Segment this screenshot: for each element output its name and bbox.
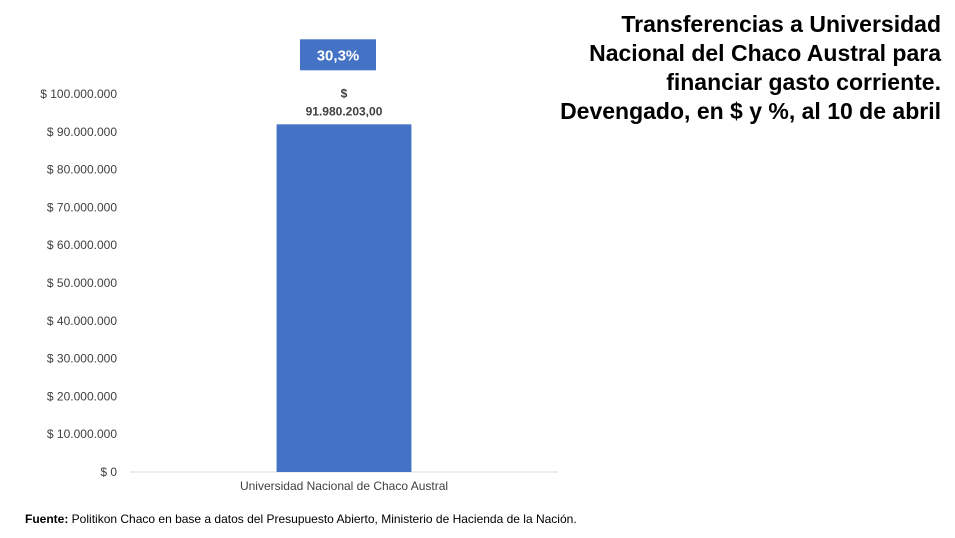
y-tick-label: $ 50.000.000: [47, 276, 117, 290]
y-tick-label: $ 80.000.000: [47, 163, 117, 177]
data-label-currency: $: [341, 86, 348, 100]
source-note: Fuente: Politikon Chaco en base a datos …: [25, 512, 577, 526]
title-line-2: Nacional del Chaco Austral para: [589, 40, 941, 66]
percent-badge: [300, 39, 376, 71]
bar: [276, 124, 412, 473]
y-tick-label: $ 70.000.000: [47, 200, 117, 214]
source-label: Fuente:: [25, 512, 69, 526]
y-tick-label: $ 40.000.000: [47, 314, 117, 328]
y-tick-label: $ 90.000.000: [47, 125, 117, 139]
y-tick-label: $ 30.000.000: [47, 352, 117, 366]
y-tick-label: $ 20.000.000: [47, 389, 117, 403]
y-tick-label: $ 60.000.000: [47, 238, 117, 252]
percent-badge-label: 30,3%: [317, 47, 360, 64]
y-tick-label: $ 0: [100, 465, 117, 479]
title-line-3: financiar gasto corriente.: [666, 69, 941, 95]
y-tick-label: $ 100.000.000: [40, 87, 117, 101]
x-category-label: Universidad Nacional de Chaco Austral: [240, 479, 448, 493]
y-tick-label: $ 10.000.000: [47, 427, 117, 441]
title-line-1: Transferencias a Universidad: [621, 11, 941, 37]
data-label-value: 91.980.203,00: [306, 104, 383, 118]
title-line-4: Devengado, en $ y %, al 10 de abril: [560, 98, 941, 124]
chart-title: Transferencias a Universidad Nacional de…: [481, 10, 941, 126]
source-text: Politikon Chaco en base a datos del Pres…: [68, 512, 577, 526]
